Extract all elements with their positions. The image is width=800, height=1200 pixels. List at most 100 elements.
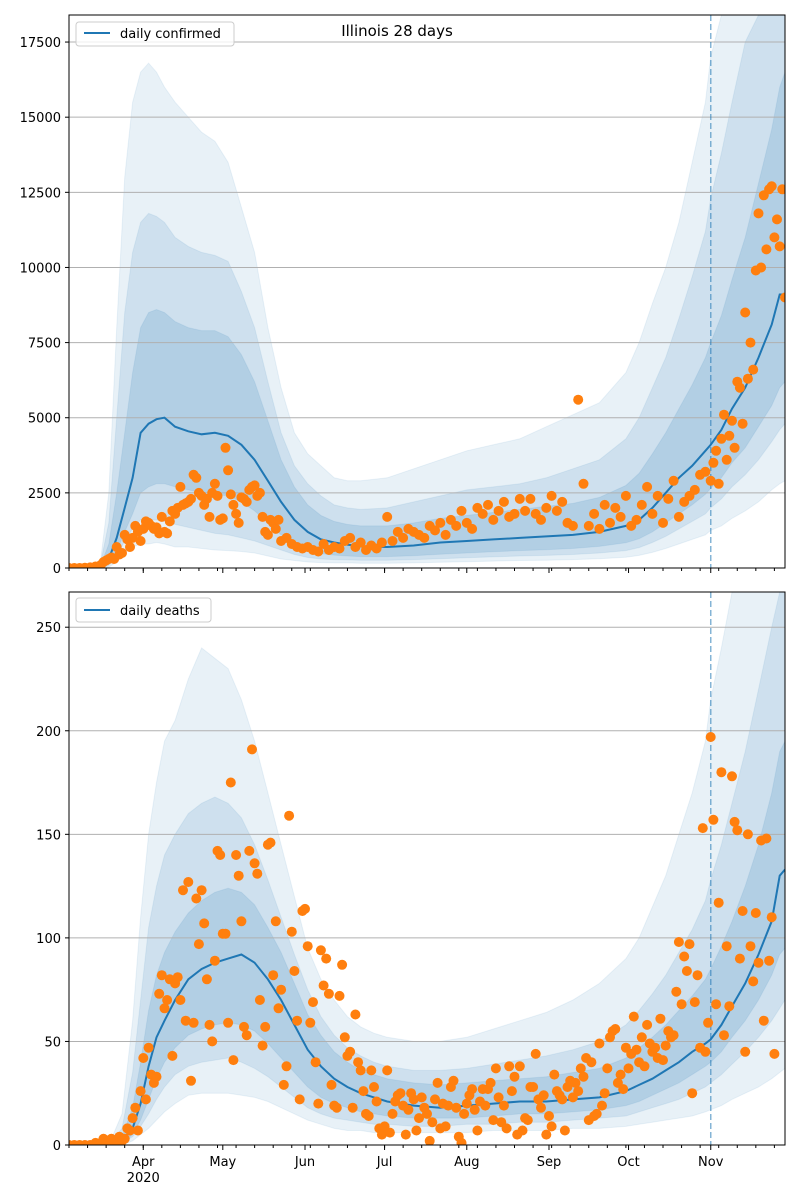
observed-point (403, 1104, 414, 1115)
observed-point (313, 546, 324, 557)
observed-point (673, 937, 684, 947)
observed-point (615, 511, 626, 522)
observed-point (729, 816, 740, 827)
observed-point (591, 1108, 602, 1119)
observed-point (156, 970, 167, 981)
y-tick-label: 2500 (28, 487, 61, 502)
observed-point (459, 1108, 470, 1119)
observed-point (215, 850, 226, 860)
observed-point (448, 1075, 459, 1086)
observed-point (583, 520, 594, 531)
observed-point (135, 1086, 146, 1097)
observed-point (594, 1038, 605, 1049)
observed-point (159, 1003, 170, 1014)
observed-point (753, 208, 764, 219)
observed-point (196, 885, 207, 896)
observed-point (599, 499, 610, 510)
observed-point (228, 499, 239, 510)
observed-point (318, 980, 329, 991)
observed-point (371, 1096, 382, 1107)
observed-point (262, 529, 273, 540)
observed-point (748, 976, 759, 987)
observed-point (541, 1129, 552, 1140)
observed-point (734, 953, 745, 964)
observed-point (716, 433, 727, 444)
observed-point (618, 1084, 629, 1095)
observed-point (557, 1094, 568, 1105)
observed-point (191, 893, 202, 904)
observed-point (655, 1013, 666, 1024)
x-tick-label: Sep (537, 1155, 562, 1170)
observed-point (209, 955, 220, 966)
observed-point (451, 1102, 462, 1113)
observed-point (334, 990, 345, 1001)
axes-frame (68, 591, 786, 1146)
observed-point (456, 505, 467, 516)
observed-point (162, 528, 173, 539)
observed-point (514, 493, 525, 504)
observed-point (225, 777, 236, 788)
observed-point (766, 181, 777, 192)
observed-point (151, 1071, 162, 1082)
observed-point (382, 1065, 393, 1076)
observed-point (233, 870, 244, 881)
observed-point (679, 951, 690, 962)
observed-point (740, 307, 751, 318)
observed-point (623, 1063, 634, 1074)
observed-point (721, 454, 732, 465)
observed-point (321, 953, 332, 964)
observed-point (697, 823, 708, 834)
observed-point (488, 1115, 499, 1126)
observed-point (313, 1098, 324, 1109)
observed-point (323, 988, 334, 999)
observed-point (186, 493, 196, 504)
observed-point (265, 837, 276, 848)
observed-point (223, 465, 234, 476)
observed-point (636, 499, 647, 510)
observed-point (713, 897, 724, 908)
observed-point (241, 1030, 252, 1041)
observed-point (252, 868, 263, 879)
observed-point (334, 543, 345, 554)
observed-point (422, 1108, 432, 1119)
y-tick-label: 150 (36, 828, 61, 843)
observed-point (331, 1102, 342, 1113)
observed-point (573, 1086, 584, 1097)
observed-point (761, 244, 772, 255)
observed-point (308, 997, 318, 1008)
observed-point (551, 505, 562, 516)
observed-point (647, 508, 658, 519)
observed-point (775, 0, 785, 5)
observed-point (260, 1021, 271, 1032)
observed-point (589, 508, 600, 519)
observed-point (284, 810, 295, 821)
observed-point (536, 1102, 546, 1113)
observed-point (610, 1024, 621, 1034)
observed-point (689, 997, 700, 1008)
observed-point (456, 1137, 467, 1145)
observed-point (727, 415, 737, 426)
observed-point (631, 514, 642, 525)
observed-point (257, 1040, 268, 1051)
observed-point (705, 475, 716, 486)
observed-point (546, 1121, 557, 1132)
x-tick-label: Jun (294, 1155, 315, 1170)
observed-point (777, 184, 785, 195)
observed-point (472, 1125, 483, 1136)
observed-point (668, 1030, 679, 1041)
observed-point (228, 1055, 239, 1066)
observed-point (724, 1001, 735, 1012)
observed-point (419, 532, 430, 543)
observed-point (233, 517, 244, 528)
observed-point (467, 523, 478, 534)
observed-point (631, 1044, 642, 1055)
observed-point (350, 1009, 361, 1020)
observed-point (186, 1075, 196, 1086)
observed-point (689, 484, 700, 495)
observed-point (573, 394, 584, 405)
observed-point (414, 1113, 424, 1124)
observed-point (753, 957, 764, 968)
observed-point (597, 1100, 607, 1111)
observed-point (358, 1086, 369, 1097)
